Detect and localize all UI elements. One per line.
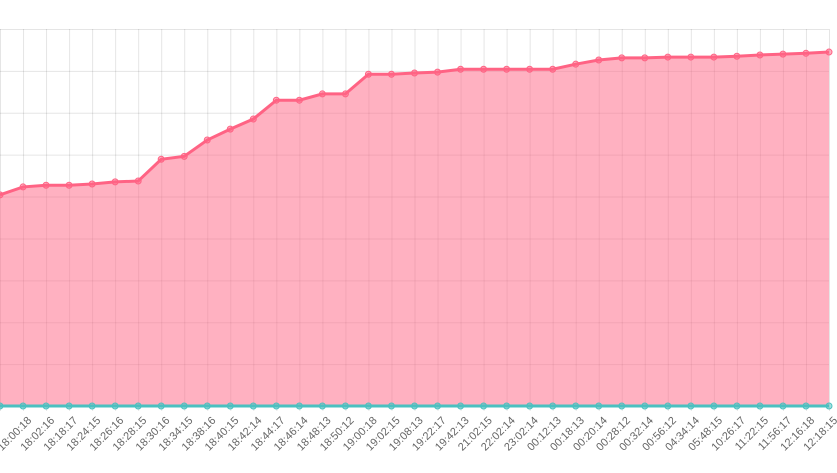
- point: [641, 402, 649, 410]
- point: [802, 49, 810, 57]
- point: [318, 90, 326, 98]
- point: [779, 50, 787, 58]
- point: [572, 402, 580, 410]
- point: [457, 65, 465, 73]
- point: [710, 53, 718, 61]
- point: [111, 178, 119, 186]
- point: [733, 402, 741, 410]
- point: [134, 177, 142, 185]
- point: [411, 69, 418, 77]
- point: [756, 402, 764, 410]
- point: [295, 402, 303, 410]
- point: [272, 96, 280, 104]
- point: [88, 402, 96, 410]
- area-fill: [0, 52, 829, 407]
- point: [65, 402, 73, 410]
- point: [203, 136, 211, 144]
- point: [480, 65, 488, 73]
- point: [318, 402, 326, 410]
- point: [618, 402, 626, 410]
- point: [733, 52, 741, 60]
- point: [42, 402, 50, 410]
- point: [526, 65, 534, 73]
- point: [595, 402, 603, 410]
- point: [226, 125, 234, 133]
- point: [480, 402, 488, 410]
- point: [226, 402, 234, 410]
- point: [457, 402, 465, 410]
- point: [503, 402, 511, 410]
- point: [157, 402, 165, 410]
- point: [0, 191, 4, 199]
- point: [825, 48, 833, 56]
- point: [434, 68, 442, 76]
- point: [572, 60, 580, 68]
- point: [19, 402, 27, 410]
- point: [0, 402, 4, 410]
- point: [687, 402, 695, 410]
- point: [180, 402, 188, 410]
- point: [272, 402, 280, 410]
- point: [434, 402, 442, 410]
- point: [710, 402, 718, 410]
- point: [779, 402, 787, 410]
- point: [687, 53, 695, 61]
- point: [364, 70, 372, 78]
- point: [111, 402, 119, 410]
- point: [756, 51, 764, 59]
- point: [180, 152, 188, 160]
- point: [549, 402, 557, 410]
- point: [364, 402, 372, 410]
- point: [387, 402, 395, 410]
- point: [295, 96, 303, 104]
- point: [42, 181, 50, 189]
- point: [341, 90, 349, 98]
- point: [65, 181, 73, 189]
- point: [411, 402, 418, 410]
- point: [134, 402, 142, 410]
- point: [341, 402, 349, 410]
- point: [249, 402, 257, 410]
- point: [526, 402, 534, 410]
- point: [19, 183, 27, 191]
- point: [825, 402, 833, 410]
- point: [802, 402, 810, 410]
- point: [249, 115, 257, 123]
- point: [664, 402, 672, 410]
- point: [203, 402, 211, 410]
- point: [664, 53, 672, 61]
- point: [157, 155, 165, 163]
- point: [595, 56, 603, 64]
- point: [549, 65, 557, 73]
- point: [88, 180, 96, 188]
- point: [641, 54, 649, 62]
- point: [618, 54, 626, 62]
- point: [503, 65, 511, 73]
- point: [387, 70, 395, 78]
